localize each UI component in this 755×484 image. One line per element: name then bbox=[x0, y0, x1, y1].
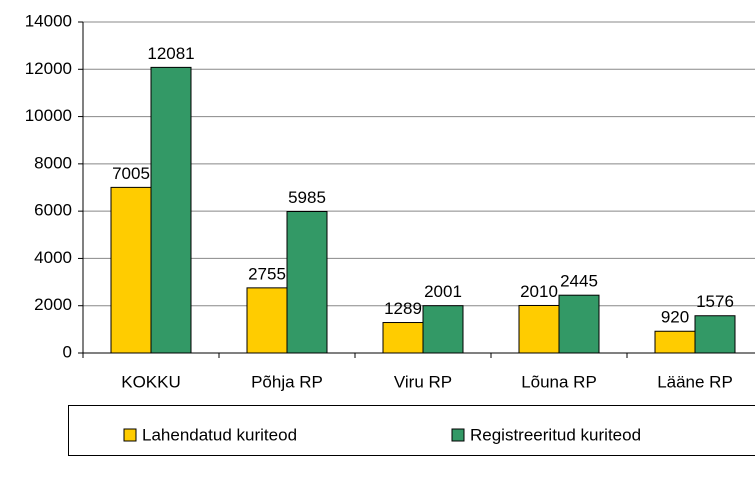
bar bbox=[382, 322, 424, 354]
bar bbox=[558, 294, 600, 354]
legend-box bbox=[68, 405, 755, 456]
data-label: 1576 bbox=[696, 292, 734, 311]
bar bbox=[694, 315, 736, 354]
data-label: 2445 bbox=[560, 272, 598, 291]
bar bbox=[150, 66, 192, 354]
data-label: 2001 bbox=[424, 282, 462, 301]
bar bbox=[246, 287, 288, 354]
x-tick-label: Põhja RP bbox=[251, 372, 323, 391]
legend-label: Lahendatud kuriteod bbox=[142, 425, 297, 444]
x-tick-label: Lõuna RP bbox=[521, 372, 597, 391]
bar bbox=[518, 304, 560, 354]
data-label: 2010 bbox=[520, 282, 558, 301]
data-label: 7005 bbox=[112, 164, 150, 183]
bar bbox=[422, 305, 464, 354]
data-label: 12081 bbox=[147, 44, 194, 63]
data-label: 920 bbox=[661, 308, 689, 327]
y-tick-label: 6000 bbox=[34, 201, 72, 220]
x-tick-label: KOKKU bbox=[121, 372, 181, 391]
data-label: 2755 bbox=[248, 264, 286, 283]
x-tick-label: Viru RP bbox=[394, 372, 452, 391]
y-tick-label: 4000 bbox=[34, 248, 72, 267]
bar bbox=[110, 186, 152, 354]
legend-swatch bbox=[451, 428, 465, 442]
y-tick-label: 0 bbox=[63, 342, 72, 361]
y-tick-label: 8000 bbox=[34, 153, 72, 172]
bar bbox=[654, 330, 696, 354]
bar bbox=[286, 210, 328, 354]
y-tick-label: 12000 bbox=[25, 59, 72, 78]
x-tick-label: Lääne RP bbox=[657, 372, 733, 391]
data-label: 5985 bbox=[288, 188, 326, 207]
y-tick-label: 14000 bbox=[25, 11, 72, 30]
y-tick-label: 10000 bbox=[25, 106, 72, 125]
data-label: 1289 bbox=[384, 299, 422, 318]
legend-swatch bbox=[123, 428, 137, 442]
y-tick-label: 2000 bbox=[34, 295, 72, 314]
legend-label: Registreeritud kuriteod bbox=[470, 425, 641, 444]
